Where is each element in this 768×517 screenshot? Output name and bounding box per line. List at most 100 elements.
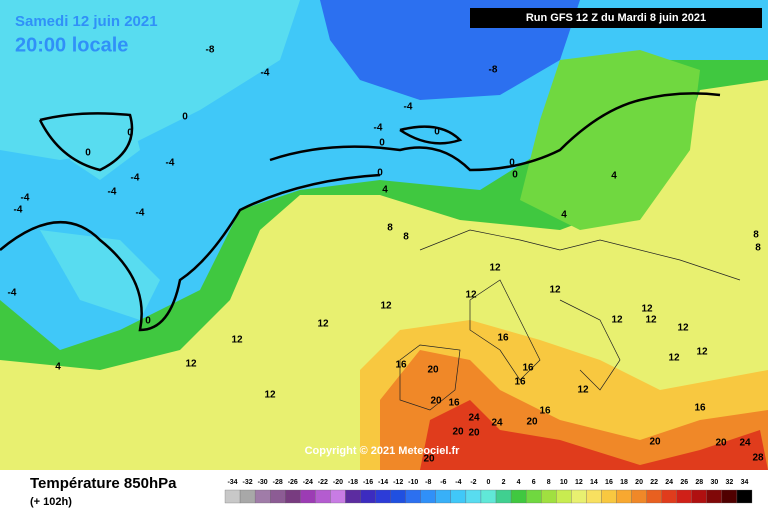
scale-cell xyxy=(601,489,617,504)
scale-label: 8 xyxy=(547,479,551,486)
contour-label: -4 xyxy=(131,173,140,184)
contour-label: -4 xyxy=(14,205,23,216)
scale-cell xyxy=(360,489,376,504)
scale-cell xyxy=(706,489,723,504)
color-scale: -34 -32 -30 -28 -26 -24 -22 -20 -18 -16 -14 -12 -10-… xyxy=(224,479,753,504)
valid-date: Samedi 12 juin 2021 xyxy=(15,13,158,30)
scale-label: 24 xyxy=(665,479,673,486)
scale-label: 16 xyxy=(605,479,613,486)
scale-label: 20 xyxy=(635,479,643,486)
contour-label: 12 xyxy=(465,290,477,301)
scale-label: 0 xyxy=(487,479,491,486)
zero-isotherm xyxy=(0,92,721,332)
contour-label: -4 xyxy=(136,208,145,219)
scale-label: 2 xyxy=(502,479,506,486)
contour-label: 12 xyxy=(641,304,653,315)
scale-cell xyxy=(556,489,572,504)
contour-label: 12 xyxy=(185,359,197,370)
scale-cell xyxy=(405,489,421,504)
contour-label: 4 xyxy=(611,171,617,182)
scale-label: 6 xyxy=(532,479,536,486)
contour-label: 20 xyxy=(715,438,727,449)
scale-cell xyxy=(315,489,331,504)
scale-label: -8 xyxy=(425,479,431,486)
scale-cell xyxy=(375,489,391,504)
contour-label: -4 xyxy=(261,68,270,79)
contour-label: -4 xyxy=(166,158,175,169)
scale-cell xyxy=(345,489,361,504)
contour-label: 12 xyxy=(489,263,501,274)
scale-label: -20 xyxy=(333,479,343,486)
scale-cell xyxy=(721,489,738,504)
contour-label: 20 xyxy=(649,437,661,448)
contour-label: 12 xyxy=(696,347,708,358)
scale-cell xyxy=(420,489,436,504)
scale-cell xyxy=(646,489,662,504)
scale-cell xyxy=(224,489,241,504)
scale-label: -24 xyxy=(303,479,313,486)
map-field xyxy=(0,0,768,470)
contour-label: 12 xyxy=(577,385,589,396)
contour-label: 8 xyxy=(387,223,393,234)
scale-label: -30 xyxy=(258,479,268,486)
scale-cell xyxy=(571,489,587,504)
contour-label: -4 xyxy=(404,102,413,113)
contour-label: 4 xyxy=(55,362,61,373)
contour-label: 0 xyxy=(377,168,383,179)
contour-label: 8 xyxy=(755,243,761,254)
scale-cell xyxy=(270,489,286,504)
scale-cell xyxy=(300,489,316,504)
scale-label: -6 xyxy=(440,479,446,486)
contour-label: 16 xyxy=(539,406,551,417)
contour-label: 16 xyxy=(448,398,460,409)
scale-label: 26 xyxy=(680,479,688,486)
contour-label: 20 xyxy=(423,454,435,465)
scale-cell xyxy=(480,489,497,504)
scale-label: 32 xyxy=(726,479,734,486)
contour-label: 12 xyxy=(645,315,657,326)
contour-label: -4 xyxy=(8,288,17,299)
contour-label: 0 xyxy=(379,138,385,149)
contour-label: 12 xyxy=(611,315,623,326)
scale-cell xyxy=(390,489,406,504)
contour-label: 12 xyxy=(380,301,392,312)
contour-label: 20 xyxy=(452,427,464,438)
contour-label: 0 xyxy=(512,170,518,181)
contour-label: -4 xyxy=(374,123,383,134)
contour-label: 16 xyxy=(497,333,509,344)
contour-label: 24 xyxy=(491,418,503,429)
scale-label: 28 xyxy=(695,479,703,486)
scale-label: 14 xyxy=(590,479,598,486)
contour-label: 28 xyxy=(752,453,764,464)
contour-label: 16 xyxy=(395,360,407,371)
contour-label: 16 xyxy=(694,403,706,414)
contour-label: 8 xyxy=(403,232,409,243)
valid-time: 20:00 locale xyxy=(15,34,128,56)
scale-label: -4 xyxy=(455,479,461,486)
contour-label: 24 xyxy=(739,438,751,449)
scale-cell xyxy=(631,489,647,504)
scale-label: -14 xyxy=(378,479,388,486)
scale-label: 12 xyxy=(575,479,583,486)
contour-label: 0 xyxy=(509,158,515,169)
contour-label: 4 xyxy=(382,185,388,196)
scale-cell xyxy=(691,489,707,504)
contour-label: -4 xyxy=(21,193,30,204)
scale-cell xyxy=(676,489,692,504)
run-label: Run GFS 12 Z du Mardi 8 juin 2021 xyxy=(526,12,706,24)
scale-label: -2 xyxy=(470,479,476,486)
contour-label: 8 xyxy=(753,230,759,241)
scale-cell xyxy=(330,489,346,504)
scale-label: -34 xyxy=(227,479,237,486)
contour-label: 20 xyxy=(526,417,538,428)
scale-cell xyxy=(525,489,542,504)
contour-label: 12 xyxy=(668,353,680,364)
contour-label: 12 xyxy=(677,323,689,334)
scale-cell xyxy=(285,489,301,504)
scale-label: -26 xyxy=(288,479,298,486)
contour-label: 20 xyxy=(427,365,439,376)
scale-cell xyxy=(254,489,271,504)
scale-label: 34 xyxy=(741,479,749,486)
scale-label: 10 xyxy=(560,479,568,486)
